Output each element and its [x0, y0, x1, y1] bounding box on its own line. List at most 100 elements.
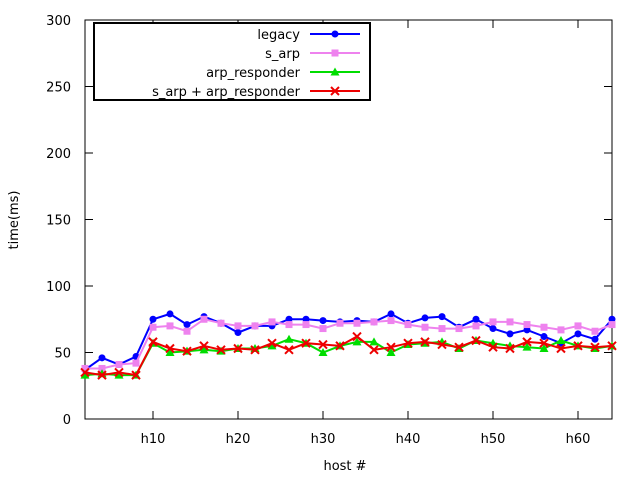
data-point [285, 321, 293, 329]
data-point [183, 327, 191, 335]
y-tick-label: 150 [46, 214, 71, 229]
data-point [607, 341, 617, 351]
y-axis-label: time(ms) [7, 191, 22, 250]
data-point [370, 318, 378, 326]
legend-box [93, 22, 371, 101]
data-point [166, 310, 174, 318]
data-point [330, 67, 340, 76]
x-tick-label: h20 [226, 432, 251, 447]
data-point [80, 367, 90, 378]
data-point [234, 329, 242, 337]
data-point [522, 342, 532, 351]
data-point [318, 348, 328, 356]
data-point [233, 343, 243, 354]
data-point [506, 330, 514, 338]
data-point [302, 315, 310, 323]
data-point [369, 345, 379, 355]
data-point [488, 342, 498, 352]
data-point [284, 334, 294, 343]
data-point [268, 318, 276, 326]
legend-label: arp_responder [206, 66, 301, 81]
data-point [267, 338, 277, 348]
data-point [267, 341, 277, 350]
data-point [149, 323, 157, 331]
data-point [489, 318, 497, 326]
data-point [590, 342, 600, 352]
data-point [489, 325, 497, 333]
data-point [574, 322, 582, 330]
series-1 [81, 315, 616, 372]
series-3 [80, 331, 617, 380]
data-point [114, 370, 124, 379]
data-point [166, 322, 174, 330]
data-point [251, 322, 259, 330]
data-point [573, 341, 583, 351]
data-point [386, 348, 396, 356]
data-point [331, 30, 339, 38]
data-point [454, 342, 464, 352]
data-point [352, 337, 362, 346]
x-tick-label: h10 [141, 432, 166, 447]
data-point [132, 359, 140, 367]
data-point [472, 322, 480, 330]
data-point [319, 325, 327, 333]
y-tick-label: 100 [46, 280, 71, 295]
legend-label: legacy [257, 28, 300, 43]
data-point [114, 367, 124, 378]
data-point [472, 315, 480, 323]
data-point [199, 345, 209, 354]
x-tick-label: h40 [396, 432, 421, 447]
data-point [81, 364, 89, 372]
data-point [284, 345, 294, 355]
data-point [523, 326, 531, 334]
x-tick-label: h50 [481, 432, 506, 447]
data-point [216, 345, 226, 355]
data-point [556, 343, 566, 354]
data-point [556, 336, 566, 345]
data-point [608, 315, 616, 323]
data-point [523, 321, 531, 329]
data-point [574, 330, 582, 338]
legend-label: s_arp [265, 47, 300, 62]
data-point [404, 321, 412, 329]
y-tick-label: 50 [54, 347, 71, 362]
x-axis-label: host # [323, 459, 366, 474]
data-point [98, 364, 106, 372]
data-point [336, 319, 344, 327]
data-point [353, 319, 361, 327]
data-point [301, 338, 311, 348]
data-point [80, 370, 90, 379]
data-point [131, 370, 141, 380]
data-point [369, 337, 379, 346]
data-point [608, 321, 616, 329]
data-point [302, 321, 310, 329]
data-point [331, 49, 339, 57]
data-point [540, 323, 548, 331]
data-point [217, 319, 225, 327]
data-point [420, 337, 430, 347]
y-tick-label: 200 [46, 147, 71, 162]
data-point [285, 315, 293, 323]
data-point [149, 315, 157, 323]
data-point [250, 345, 260, 355]
legend: legacy s_arp arp_responder s_arp + arp_resp… [93, 22, 371, 101]
x-tick-label: h30 [311, 432, 336, 447]
y-tick-label: 250 [46, 81, 71, 96]
data-point [539, 338, 549, 348]
data-point [386, 342, 396, 352]
series-line [84, 335, 613, 377]
data-point [200, 315, 208, 323]
data-point [455, 325, 463, 333]
data-point [591, 327, 599, 335]
data-point [522, 337, 532, 347]
series-line [84, 338, 613, 377]
x-tick-label: h60 [566, 432, 591, 447]
data-point [437, 339, 447, 350]
data-point [539, 344, 549, 353]
legend-label: s_arp + arp_responder [152, 85, 301, 100]
data-point [387, 317, 395, 325]
data-point [438, 313, 446, 321]
data-point [199, 341, 209, 351]
axes-layer: 0 50 100 150 200 250 300 h10 h20 h30 h40 h50 h60 [46, 14, 613, 447]
